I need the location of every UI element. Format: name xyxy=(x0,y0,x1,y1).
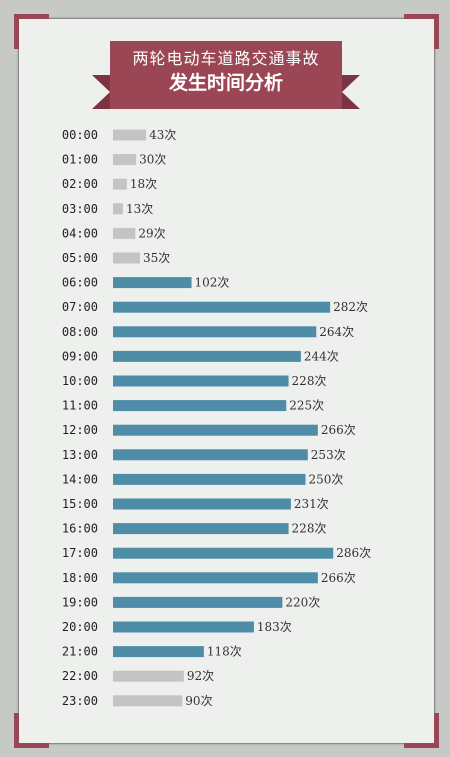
data-label: 231次 xyxy=(294,497,329,511)
tick-label: 10:00 xyxy=(62,374,98,388)
data-label: 253次 xyxy=(311,448,346,462)
tick-label: 12:00 xyxy=(62,423,98,437)
bar xyxy=(113,129,147,141)
data-label: 35次 xyxy=(143,251,170,265)
bar xyxy=(113,227,136,239)
tick-label: 05:00 xyxy=(62,251,98,265)
bar xyxy=(113,424,318,436)
tick-label: 14:00 xyxy=(62,472,98,486)
tick-label: 08:00 xyxy=(62,325,98,339)
corner-decoration xyxy=(404,14,439,49)
data-label: 90次 xyxy=(185,694,212,708)
tick-label: 23:00 xyxy=(62,694,98,708)
tick-label: 07:00 xyxy=(62,300,98,314)
tick-label: 06:00 xyxy=(62,276,98,290)
bar xyxy=(113,670,184,682)
data-label: 264次 xyxy=(319,325,354,339)
bar xyxy=(113,473,306,485)
bar xyxy=(113,203,124,215)
tick-label: 16:00 xyxy=(62,522,98,536)
bar xyxy=(113,277,192,289)
bar xyxy=(113,646,204,658)
tick-label: 03:00 xyxy=(62,202,98,216)
data-label: 282次 xyxy=(333,300,368,314)
bar xyxy=(113,596,283,608)
corner-decoration xyxy=(404,713,439,748)
data-label: 286次 xyxy=(336,546,371,560)
tick-label: 22:00 xyxy=(62,669,98,683)
tick-label: 01:00 xyxy=(62,153,98,167)
title-banner: 两轮电动车道路交通事故 发生时间分析 xyxy=(92,41,360,109)
tick-label: 20:00 xyxy=(62,620,98,634)
chart-title: 两轮电动车道路交通事故 xyxy=(132,49,320,68)
tick-label: 18:00 xyxy=(62,571,98,585)
tick-label: 13:00 xyxy=(62,448,98,462)
data-label: 102次 xyxy=(195,276,230,290)
data-label: 118次 xyxy=(207,645,242,659)
chart-subtitle: 发生时间分析 xyxy=(168,72,283,94)
bar xyxy=(113,178,127,190)
tick-label: 00:00 xyxy=(62,128,98,142)
bar xyxy=(113,621,254,633)
bar xyxy=(113,375,289,387)
bar xyxy=(113,449,308,461)
data-label: 225次 xyxy=(289,399,324,413)
data-label: 92次 xyxy=(187,669,214,683)
data-label: 183次 xyxy=(257,620,292,634)
tick-label: 15:00 xyxy=(62,497,98,511)
tick-label: 09:00 xyxy=(62,349,98,363)
tick-label: 19:00 xyxy=(62,595,98,609)
data-label: 228次 xyxy=(292,374,327,388)
bar xyxy=(113,326,317,338)
data-label: 220次 xyxy=(285,595,320,609)
tick-label: 04:00 xyxy=(62,226,98,240)
bar xyxy=(113,301,331,313)
data-label: 228次 xyxy=(292,522,327,536)
bar xyxy=(113,400,287,412)
bar xyxy=(113,252,140,264)
data-label: 18次 xyxy=(130,177,157,191)
corner-decoration xyxy=(14,14,49,49)
bar xyxy=(113,350,301,362)
data-label: 244次 xyxy=(304,349,339,363)
bar xyxy=(113,498,291,510)
data-label: 266次 xyxy=(321,423,356,437)
corner-decoration xyxy=(14,713,49,748)
bar xyxy=(113,154,137,166)
data-label: 43次 xyxy=(149,128,176,142)
data-label: 266次 xyxy=(321,571,356,585)
tick-label: 02:00 xyxy=(62,177,98,191)
tick-label: 21:00 xyxy=(62,645,98,659)
bar xyxy=(113,572,318,584)
data-label: 250次 xyxy=(309,472,344,486)
bar xyxy=(113,523,289,535)
tick-label: 17:00 xyxy=(62,546,98,560)
data-label: 30次 xyxy=(139,153,166,167)
tick-label: 11:00 xyxy=(62,399,98,413)
data-label: 29次 xyxy=(138,226,165,240)
data-label: 13次 xyxy=(126,202,153,216)
bar xyxy=(113,695,183,707)
bar xyxy=(113,547,334,559)
